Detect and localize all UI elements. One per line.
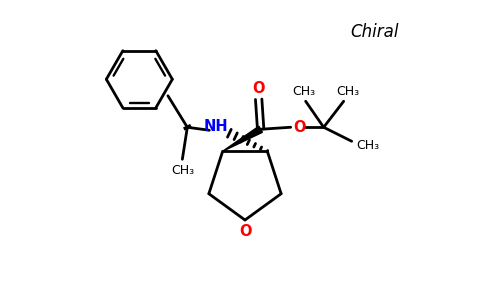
Text: O: O bbox=[293, 120, 306, 135]
Text: O: O bbox=[253, 81, 265, 96]
Polygon shape bbox=[223, 126, 262, 151]
Text: NH: NH bbox=[204, 119, 228, 134]
Text: Chiral: Chiral bbox=[351, 23, 399, 41]
Text: O: O bbox=[239, 224, 251, 238]
Text: CH₃: CH₃ bbox=[336, 85, 359, 98]
Text: CH₃: CH₃ bbox=[292, 85, 315, 98]
Text: CH₃: CH₃ bbox=[171, 164, 194, 177]
Text: CH₃: CH₃ bbox=[356, 139, 379, 152]
